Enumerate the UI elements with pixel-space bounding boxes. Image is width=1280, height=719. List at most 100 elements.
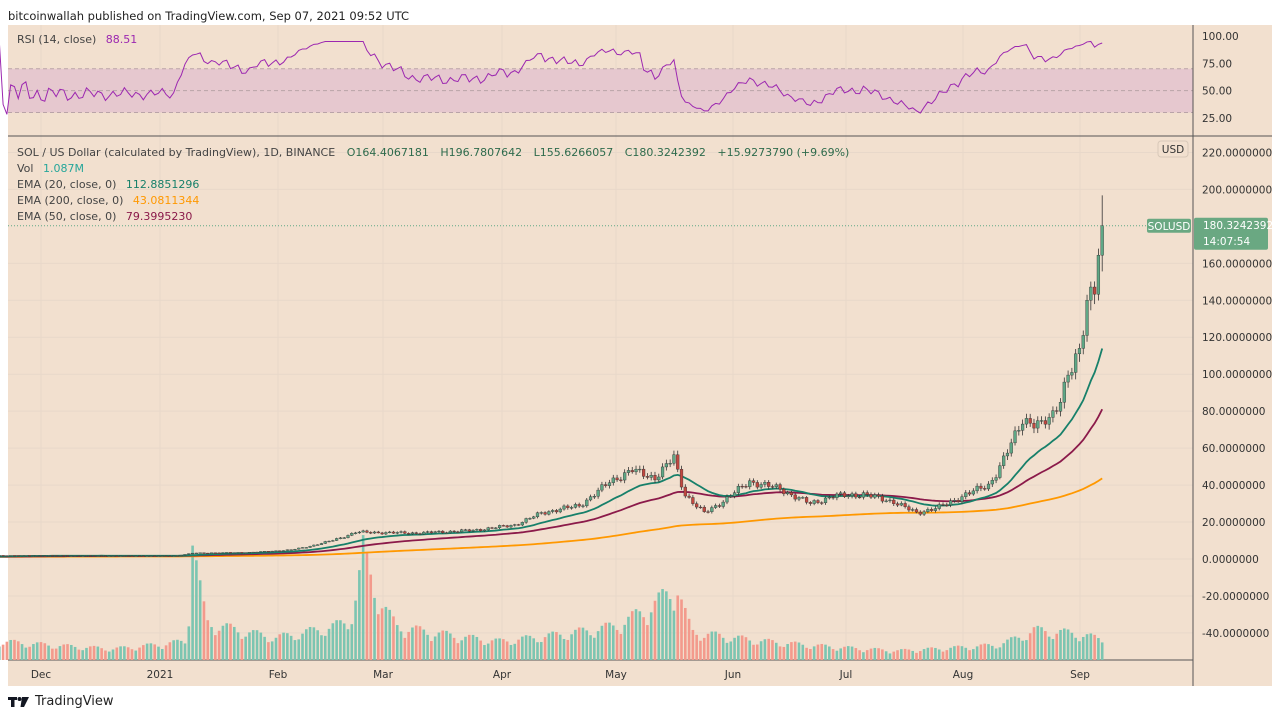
candle-body bbox=[827, 497, 831, 499]
volume-bar bbox=[729, 641, 733, 660]
volume-bar bbox=[983, 643, 987, 660]
volume-bar bbox=[649, 612, 653, 660]
time-axis-label: Dec bbox=[31, 669, 52, 681]
volume-bar bbox=[104, 650, 107, 660]
candle bbox=[1013, 426, 1017, 446]
volume-bar bbox=[1032, 627, 1036, 660]
candle-body bbox=[945, 504, 949, 506]
candle-body bbox=[346, 535, 350, 538]
candle-body bbox=[679, 469, 684, 488]
candle bbox=[698, 505, 703, 509]
volume-bar bbox=[244, 636, 247, 660]
candle bbox=[706, 509, 710, 514]
volume-bar bbox=[236, 632, 240, 660]
volume-bar bbox=[558, 634, 562, 660]
candle-body bbox=[323, 541, 327, 544]
volume-bar bbox=[445, 630, 448, 660]
volume-bar bbox=[149, 643, 153, 660]
candle bbox=[1062, 377, 1066, 409]
candle-body bbox=[892, 499, 896, 504]
candle bbox=[1009, 438, 1013, 457]
candle-body bbox=[1081, 335, 1085, 349]
candle bbox=[562, 504, 566, 511]
candle-body bbox=[410, 532, 415, 535]
volume-bar bbox=[267, 642, 270, 660]
candle bbox=[494, 527, 498, 530]
volume-bar bbox=[987, 644, 990, 660]
candle-body bbox=[137, 555, 142, 557]
candle bbox=[1017, 425, 1021, 436]
candle-body bbox=[357, 531, 361, 534]
candle bbox=[1085, 294, 1089, 342]
candle-body bbox=[918, 511, 922, 515]
candle-body bbox=[952, 500, 956, 502]
candle bbox=[96, 555, 100, 557]
candle bbox=[31, 555, 36, 557]
time-axis-label: May bbox=[605, 669, 627, 681]
candle bbox=[183, 554, 187, 556]
candle-body bbox=[626, 470, 631, 473]
volume-bar bbox=[884, 651, 888, 660]
candle bbox=[1047, 413, 1051, 430]
volume-bar bbox=[1009, 637, 1013, 660]
candle bbox=[524, 517, 528, 524]
volume-bar bbox=[361, 535, 365, 660]
candle bbox=[634, 465, 638, 475]
volume-bar bbox=[782, 646, 786, 660]
candle-body bbox=[551, 510, 555, 512]
price-axis-label: -40.0000000 bbox=[1202, 628, 1269, 640]
candle bbox=[92, 555, 96, 557]
volume-bar bbox=[301, 633, 304, 660]
volume-bar bbox=[1028, 633, 1032, 660]
volume-bar bbox=[759, 641, 763, 660]
candle-body bbox=[118, 555, 123, 557]
tradingview-logo[interactable]: TradingView bbox=[8, 694, 114, 709]
candle bbox=[1089, 281, 1093, 311]
volume-bar bbox=[0, 646, 1, 660]
price-axis-label: 120.0000000 bbox=[1202, 332, 1272, 344]
volume-bar bbox=[232, 626, 236, 660]
rsi-axis-label: 75.00 bbox=[1202, 58, 1232, 70]
candle bbox=[751, 478, 756, 486]
candle-body bbox=[54, 555, 58, 557]
volume-bar bbox=[123, 646, 126, 660]
candle-body bbox=[1013, 430, 1017, 444]
candle-body bbox=[456, 531, 460, 533]
candle-body bbox=[642, 468, 646, 477]
candle-body bbox=[573, 504, 577, 508]
candle-body bbox=[172, 555, 176, 557]
volume-bar bbox=[494, 638, 498, 660]
candle-body bbox=[748, 480, 752, 488]
candle bbox=[679, 465, 684, 490]
volume-bar bbox=[858, 650, 861, 660]
candle bbox=[596, 487, 600, 499]
candle-body bbox=[240, 552, 244, 554]
candle-body bbox=[615, 477, 619, 481]
candle-body bbox=[81, 555, 85, 557]
volume-bar bbox=[395, 625, 399, 660]
candle-body bbox=[949, 500, 953, 506]
candle-body bbox=[270, 550, 274, 553]
candle-body bbox=[516, 524, 521, 526]
candle bbox=[149, 555, 153, 557]
volume-bar bbox=[566, 639, 570, 660]
candle-body bbox=[418, 533, 422, 535]
candle bbox=[1036, 416, 1040, 434]
candle bbox=[831, 495, 835, 500]
candle-body bbox=[107, 555, 111, 557]
candle bbox=[198, 552, 202, 554]
candle-body bbox=[706, 511, 710, 513]
candle-body bbox=[535, 512, 540, 518]
candle-body bbox=[179, 554, 183, 557]
volume-bar bbox=[835, 650, 839, 660]
volume-bar bbox=[498, 638, 501, 660]
volume-bar bbox=[486, 643, 490, 660]
candle-body bbox=[858, 496, 862, 499]
currency-badge-label[interactable]: USD bbox=[1162, 144, 1184, 156]
candle-body bbox=[763, 482, 767, 485]
volume-bar bbox=[812, 646, 816, 660]
candle-body bbox=[1017, 430, 1021, 432]
candle-body bbox=[793, 494, 797, 500]
candle-body bbox=[225, 552, 229, 554]
